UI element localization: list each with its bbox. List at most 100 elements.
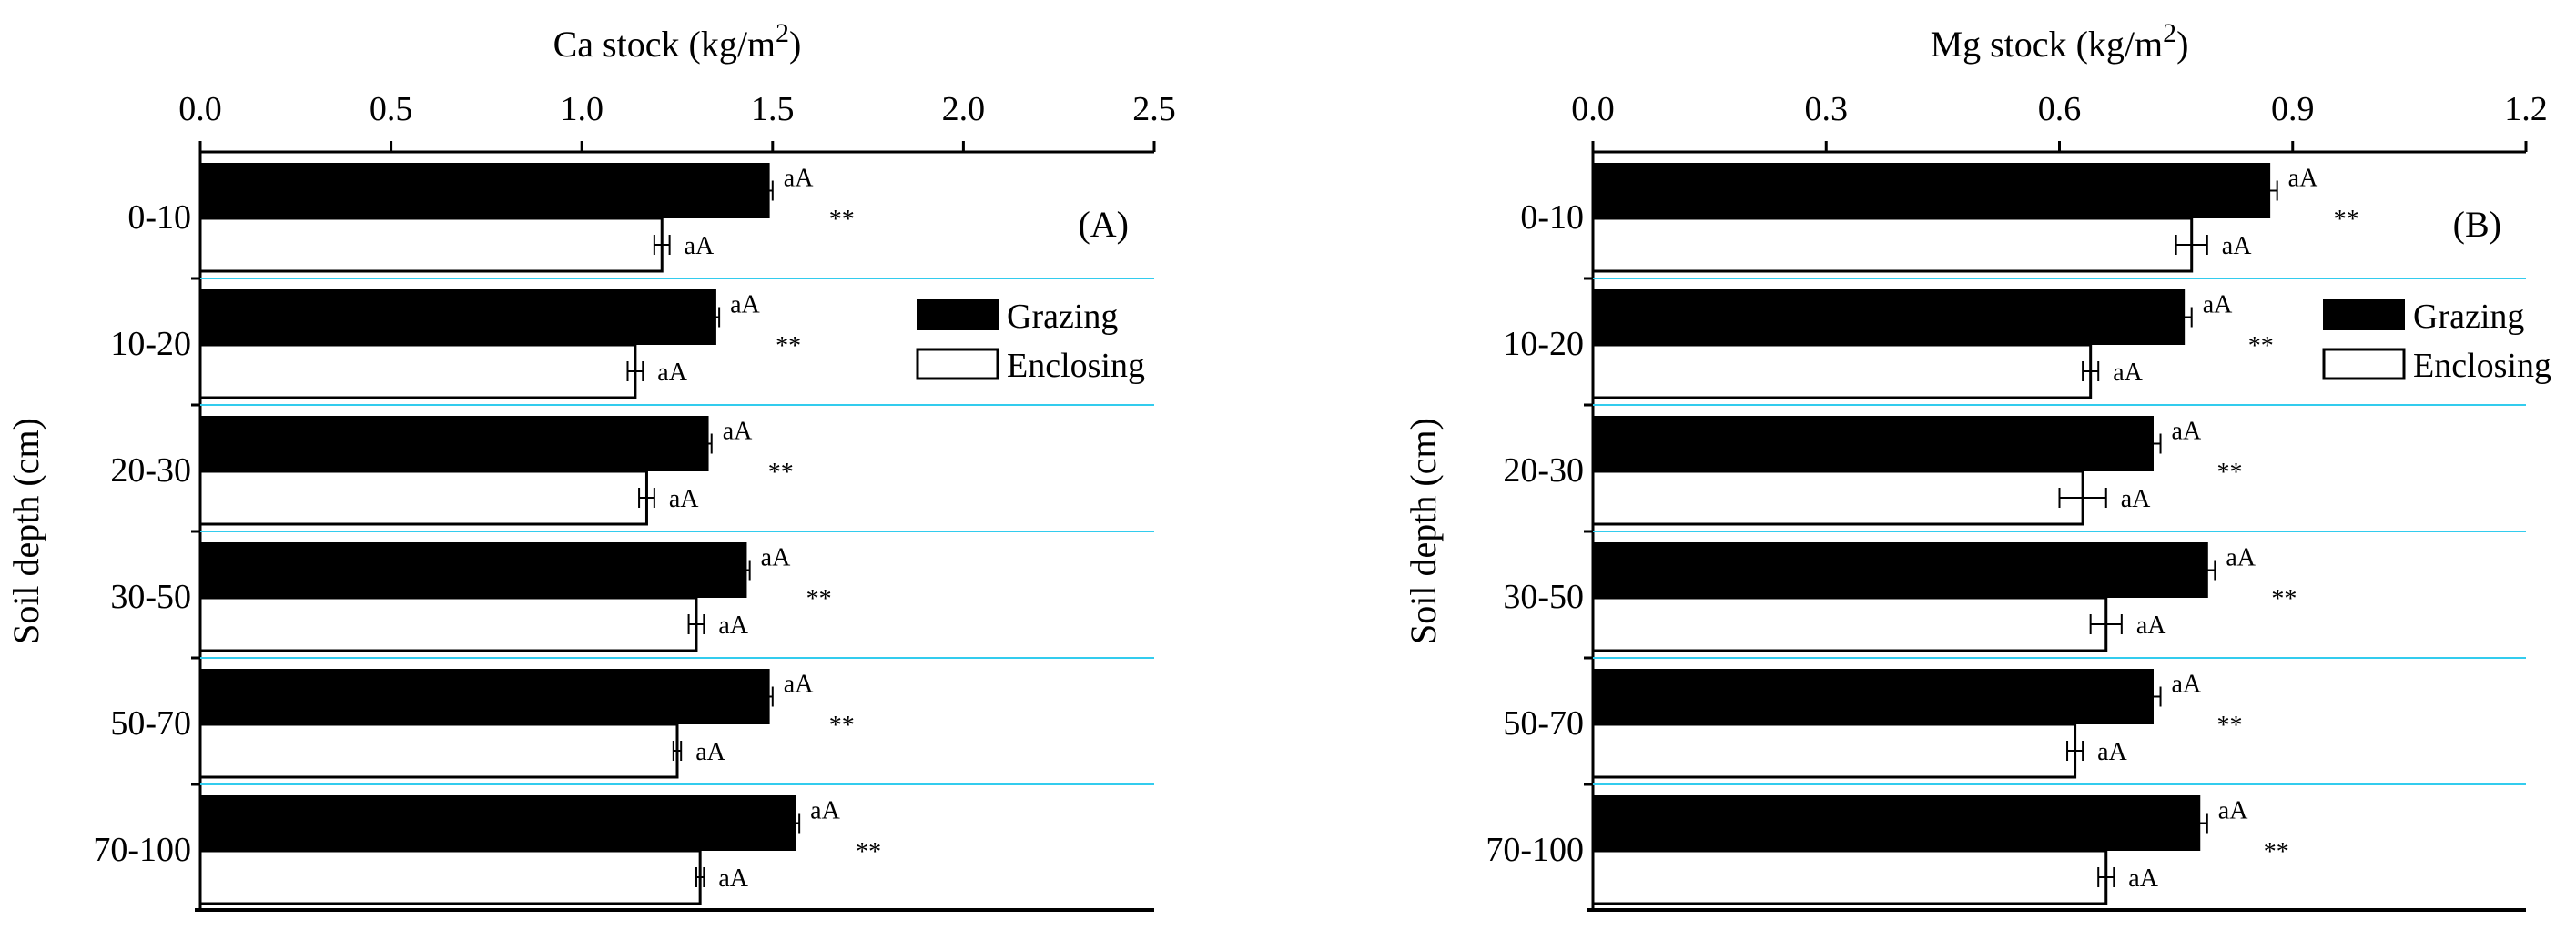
legend-swatch-enclosing bbox=[916, 348, 999, 380]
x-tick-label: 0.6 bbox=[2038, 90, 2082, 128]
label-grazing: aA bbox=[723, 418, 753, 446]
x-axis-title-text: Ca stock (kg/m bbox=[553, 24, 776, 65]
panel-mg-stock: Mg stock (kg/m2) 0.0 0.3 0.6 0.9 1.2 Soil dept… bbox=[1403, 18, 2551, 912]
significance-mark: ** bbox=[776, 332, 801, 360]
panel-ca-stock: Ca stock (kg/m2) 0.0 0.5 1.0 1.5 2.0 2.5 Soil d… bbox=[5, 18, 1176, 912]
x-tick-label: 2.0 bbox=[942, 90, 986, 128]
x-tick-label: 1.0 bbox=[560, 90, 603, 128]
category-label: 20-30 bbox=[110, 451, 191, 490]
bar-grazing bbox=[1592, 289, 2186, 345]
label-grazing: aA bbox=[2172, 418, 2202, 446]
bar-grazing bbox=[199, 542, 747, 598]
significance-mark: ** bbox=[806, 585, 832, 613]
bar-enclosing bbox=[1591, 217, 2194, 273]
legend-swatch-grazing bbox=[2323, 299, 2405, 330]
panel-label: (B) bbox=[2453, 204, 2501, 245]
significance-mark: ** bbox=[2217, 712, 2243, 740]
bar-enclosing bbox=[198, 217, 664, 273]
x-tick-label: 2.5 bbox=[1132, 90, 1176, 128]
label-enclosing: aA bbox=[685, 232, 715, 260]
bar-grazing bbox=[199, 669, 770, 724]
x-tick-label: 0.0 bbox=[1571, 90, 1615, 128]
bar-grazing bbox=[199, 163, 770, 218]
label-grazing: aA bbox=[2172, 671, 2202, 699]
bar-grazing bbox=[199, 795, 796, 851]
bar-enclosing bbox=[1591, 723, 2077, 779]
x-axis-title-superscript: 2 bbox=[776, 18, 789, 48]
category-label: 70-100 bbox=[1486, 831, 1584, 869]
legend-label-enclosing: Enclosing bbox=[1007, 347, 1145, 385]
x-axis-title-close: ) bbox=[2176, 24, 2188, 65]
legend-label-grazing: Grazing bbox=[2413, 298, 2524, 336]
label-enclosing: aA bbox=[695, 738, 725, 766]
significance-mark: ** bbox=[2271, 585, 2297, 613]
significance-mark: ** bbox=[2264, 838, 2289, 866]
label-grazing: aA bbox=[784, 165, 814, 193]
x-axis-title: Ca stock (kg/m2) bbox=[553, 18, 802, 65]
label-grazing: aA bbox=[2226, 544, 2256, 572]
legend-label-enclosing: Enclosing bbox=[2413, 347, 2551, 385]
bar-grazing bbox=[1592, 795, 2201, 851]
x-axis-title-superscript: 2 bbox=[2163, 18, 2176, 48]
significance-mark: ** bbox=[2334, 206, 2359, 234]
label-enclosing: aA bbox=[2222, 232, 2252, 260]
bar-enclosing bbox=[1591, 849, 2108, 905]
label-grazing: aA bbox=[761, 544, 791, 572]
bar-grazing bbox=[199, 416, 709, 471]
x-tick-label: 1.2 bbox=[2504, 90, 2548, 128]
label-grazing: aA bbox=[2218, 797, 2248, 825]
x-tick-label: 0.0 bbox=[178, 90, 222, 128]
bar-enclosing bbox=[1591, 470, 2084, 526]
category-label: 10-20 bbox=[110, 325, 191, 363]
x-tick-label: 1.5 bbox=[751, 90, 795, 128]
bar-grazing bbox=[1592, 542, 2208, 598]
x-axis-title-text: Mg stock (kg/m bbox=[1931, 24, 2164, 65]
bar-enclosing bbox=[198, 596, 698, 652]
category-label: 20-30 bbox=[1503, 451, 1584, 490]
label-enclosing: aA bbox=[2121, 485, 2151, 513]
significance-mark: ** bbox=[829, 206, 855, 234]
category-label: 10-20 bbox=[1503, 325, 1584, 363]
bar-enclosing bbox=[198, 343, 637, 399]
legend-swatch-grazing bbox=[917, 299, 999, 330]
x-axis-title-close: ) bbox=[789, 24, 801, 65]
label-grazing: aA bbox=[784, 671, 814, 699]
bar-enclosing bbox=[198, 723, 679, 779]
bar-grazing bbox=[1592, 669, 2154, 724]
bar-grazing bbox=[199, 289, 716, 345]
label-enclosing: aA bbox=[2097, 738, 2127, 766]
y-axis-title: Soil depth (cm) bbox=[1403, 418, 1444, 644]
label-enclosing: aA bbox=[2128, 864, 2158, 893]
category-label: 50-70 bbox=[110, 704, 191, 743]
bar-enclosing bbox=[1591, 596, 2108, 652]
label-enclosing: aA bbox=[718, 864, 748, 893]
bar-enclosing bbox=[1591, 343, 2093, 399]
category-label: 0-10 bbox=[127, 198, 191, 237]
category-label: 70-100 bbox=[93, 831, 191, 869]
panel-label: (A) bbox=[1078, 204, 1129, 245]
label-enclosing: aA bbox=[657, 359, 687, 387]
label-enclosing: aA bbox=[2136, 612, 2166, 640]
bar-enclosing bbox=[198, 849, 702, 905]
category-label: 30-50 bbox=[1503, 578, 1584, 616]
significance-mark: ** bbox=[829, 712, 855, 740]
legend-swatch-enclosing bbox=[2322, 348, 2406, 380]
label-grazing: aA bbox=[2203, 291, 2233, 319]
significance-mark: ** bbox=[856, 838, 881, 866]
label-grazing: aA bbox=[2288, 165, 2318, 193]
bar-grazing bbox=[1592, 416, 2154, 471]
significance-mark: ** bbox=[768, 459, 794, 487]
label-grazing: aA bbox=[810, 797, 840, 825]
label-grazing: aA bbox=[730, 291, 760, 319]
bar-grazing bbox=[1592, 163, 2271, 218]
significance-mark: ** bbox=[2248, 332, 2274, 360]
y-axis-title: Soil depth (cm) bbox=[5, 418, 46, 644]
x-tick-label: 0.9 bbox=[2271, 90, 2315, 128]
significance-mark: ** bbox=[2217, 459, 2243, 487]
label-enclosing: aA bbox=[669, 485, 699, 513]
x-tick-label: 0.3 bbox=[1805, 90, 1849, 128]
category-label: 50-70 bbox=[1503, 704, 1584, 743]
x-axis-title: Mg stock (kg/m2) bbox=[1931, 18, 2189, 65]
